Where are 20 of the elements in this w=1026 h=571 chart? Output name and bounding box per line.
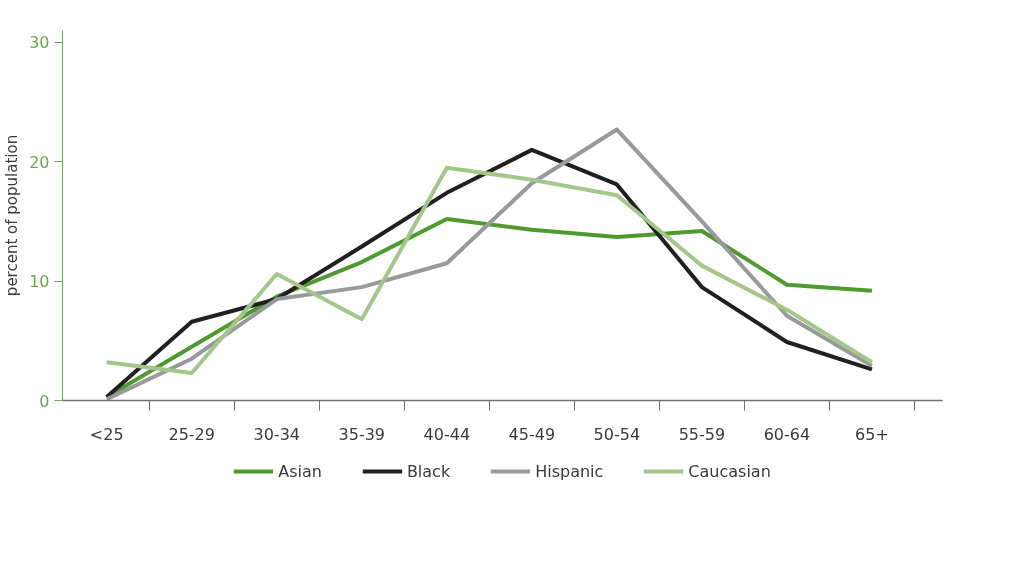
y-tick-label: 30	[29, 33, 50, 53]
y-axis-title: percent of population	[3, 134, 22, 297]
legend-label: Hispanic	[535, 461, 604, 481]
x-tick-label: 55-59	[678, 424, 726, 444]
x-tick-label: <25	[89, 424, 124, 444]
y-tick-label: 0	[39, 391, 50, 411]
x-tick-label: 25-29	[168, 424, 215, 444]
y-tick-label: 20	[29, 152, 50, 172]
legend-label: Asian	[278, 461, 322, 481]
x-tick-label: 40-44	[423, 424, 471, 444]
legend-label: Black	[406, 461, 451, 481]
line-series	[104, 165, 874, 376]
x-tick-label: 45-49	[508, 424, 556, 444]
legend-label: Caucasian	[688, 461, 771, 481]
x-tick-label: 50-54	[593, 424, 641, 444]
y-tick-label: 10	[29, 272, 50, 292]
x-tick-label: 30-34	[253, 424, 301, 444]
x-tick-label: 60-64	[763, 424, 811, 444]
x-tick-label: 65+	[855, 424, 889, 444]
x-tick-label: 35-39	[338, 424, 386, 444]
